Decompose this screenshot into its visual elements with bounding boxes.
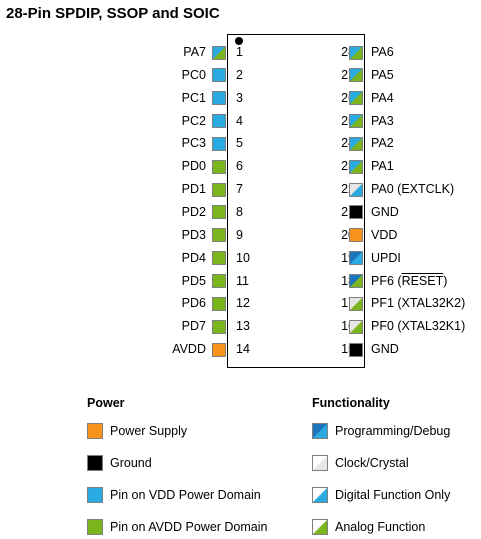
- pin-color-swatch-11: [212, 274, 226, 288]
- pin-color-swatch-2: [212, 68, 226, 83]
- pin-color-swatch-23: [349, 159, 363, 174]
- pin-number-3: 3: [236, 90, 243, 105]
- pin-name-11: PD5: [181, 273, 206, 288]
- pin-name-prefix: PF6 (: [371, 273, 402, 288]
- legend-swatch-ground: [87, 455, 103, 471]
- pin-name-14: AVDD: [172, 342, 206, 357]
- pin-name-26: PA4: [371, 90, 394, 105]
- pin-color-swatch-9: [212, 228, 226, 243]
- pin-name-28: PA6: [371, 45, 394, 59]
- legend-label-analog: Analog Function: [335, 520, 426, 534]
- legend-label-digital: Digital Function Only: [335, 488, 451, 502]
- pin-name-23: PA1: [371, 159, 394, 174]
- legend-label-power: Power Supply: [110, 424, 188, 438]
- pin-number-12: 12: [236, 296, 250, 311]
- pin-number-4: 4: [236, 113, 243, 128]
- pin-color-swatch-25: [349, 114, 363, 129]
- pin-name-6: PD0: [181, 159, 206, 174]
- pin-color-swatch-18: [349, 274, 363, 288]
- pin-number-7: 7: [236, 182, 243, 197]
- legend-swatch-analog: [312, 519, 328, 535]
- pin-color-swatch-6: [212, 159, 226, 174]
- pin-color-swatch-22: [349, 182, 363, 197]
- pin-name-13: PD7: [181, 319, 206, 334]
- pin1-marker-dot: [235, 37, 243, 45]
- legend-power-heading: Power: [87, 396, 125, 410]
- pin-color-swatch-15: [349, 342, 363, 357]
- pin-name-21: GND: [371, 204, 399, 219]
- pin-name-17: PF1 (XTAL32K2): [371, 296, 466, 311]
- pin-name-20: VDD: [371, 227, 398, 242]
- pin-number-11: 11: [236, 273, 249, 288]
- pin-color-swatch-12: [212, 296, 226, 311]
- diagram-title: 28-Pin SPDIP, SSOP and SOIC: [6, 5, 220, 22]
- pin-number-9: 9: [236, 227, 243, 242]
- pin-name-19: UPDI: [371, 250, 401, 265]
- pin-name-10: PD4: [181, 250, 206, 265]
- pin-name-16: PF0 (XTAL32K1): [371, 319, 466, 334]
- pin-name-25: PA3: [371, 113, 394, 128]
- pin-name-12: PD6: [181, 296, 206, 311]
- pin-name-9: PD3: [181, 227, 206, 242]
- pin-color-swatch-7: [212, 182, 226, 197]
- pin-name-5: PC3: [181, 136, 206, 151]
- legend-label-avdd: Pin on AVDD Power Domain: [110, 520, 268, 534]
- pin-color-swatch-16: [349, 319, 363, 334]
- pin-color-swatch-19: [349, 251, 363, 266]
- pin-name-22: PA0 (EXTCLK): [371, 182, 455, 197]
- pin-number-10: 10: [236, 250, 250, 265]
- legend-functionality-heading: Functionality: [312, 396, 390, 410]
- legend-swatch-power: [87, 423, 103, 439]
- pin-number-2: 2: [236, 67, 243, 82]
- pin-color-swatch-27: [349, 68, 363, 83]
- pin-name-4: PC2: [181, 113, 206, 128]
- pin-number-5: 5: [236, 136, 243, 151]
- pin-name-18: PF6 (RESET): [371, 274, 447, 289]
- pin-color-swatch-17: [349, 296, 363, 311]
- pin-name-15: GND: [371, 342, 399, 357]
- pin-number-8: 8: [236, 204, 243, 219]
- pin-number-1: 1: [236, 45, 243, 59]
- pin-name-2: PC0: [181, 67, 206, 82]
- pin-name-suffix: ): [443, 273, 448, 288]
- pin-color-swatch-8: [212, 205, 226, 220]
- pin-name-27: PA5: [371, 67, 394, 82]
- pin-number-13: 13: [236, 319, 250, 334]
- pin-color-swatch-26: [349, 91, 363, 106]
- pin-name-1: PA7: [183, 45, 206, 59]
- pin-color-swatch-3: [212, 91, 226, 106]
- pin-color-swatch-1: [212, 45, 226, 60]
- legend-label-ground: Ground: [110, 456, 152, 470]
- pin-number-6: 6: [236, 159, 243, 174]
- pin-color-swatch-4: [212, 114, 226, 129]
- pin-color-swatch-13: [212, 319, 226, 334]
- pin-number-14: 14: [236, 342, 250, 357]
- legend-swatch-vdd: [87, 487, 103, 503]
- pin-color-swatch-10: [212, 251, 226, 266]
- pin-name-24: PA2: [371, 136, 394, 151]
- pin-name-overline: RESET: [401, 273, 444, 288]
- pin-color-swatch-14: [212, 342, 226, 357]
- legend-label-clock: Clock/Crystal: [335, 456, 409, 470]
- pin-color-swatch-20: [349, 228, 363, 243]
- legend-label-vdd: Pin on VDD Power Domain: [110, 488, 261, 502]
- ic-package-outline: [227, 34, 365, 368]
- pin-name-8: PD2: [181, 204, 206, 219]
- legend-swatch-programming: [312, 423, 328, 439]
- legend-swatch-clock: [312, 455, 328, 471]
- pin-color-swatch-21: [349, 205, 363, 220]
- legend-swatch-avdd: [87, 519, 103, 535]
- pin-name-3: PC1: [181, 90, 206, 105]
- pin-color-swatch-5: [212, 136, 226, 151]
- pin-color-swatch-28: [349, 45, 363, 60]
- pin-name-7: PD1: [181, 182, 206, 197]
- pin-color-swatch-24: [349, 136, 363, 151]
- legend-swatch-digital: [312, 487, 328, 503]
- legend-label-programming: Programming/Debug: [335, 424, 451, 438]
